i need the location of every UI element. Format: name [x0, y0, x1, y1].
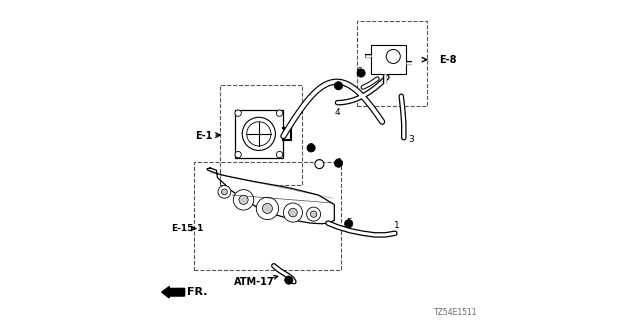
Circle shape	[276, 151, 283, 158]
Circle shape	[285, 276, 293, 284]
Bar	[371, 45, 406, 74]
Circle shape	[284, 203, 303, 222]
Text: E-15-1: E-15-1	[172, 224, 204, 233]
Bar	[194, 162, 340, 270]
Circle shape	[307, 144, 316, 152]
Text: FR.: FR.	[187, 287, 207, 297]
Text: E-1: E-1	[195, 131, 212, 141]
Text: 2: 2	[317, 159, 322, 168]
Circle shape	[344, 220, 353, 228]
Circle shape	[256, 197, 278, 220]
Text: 3: 3	[408, 135, 413, 144]
Circle shape	[262, 204, 273, 213]
Circle shape	[310, 211, 317, 217]
Circle shape	[334, 82, 342, 90]
Text: 1: 1	[394, 221, 399, 230]
Circle shape	[357, 69, 365, 77]
Bar	[235, 110, 283, 158]
Text: ATM-17: ATM-17	[234, 277, 275, 287]
Circle shape	[234, 190, 253, 210]
Text: 6: 6	[371, 60, 376, 69]
Circle shape	[307, 207, 321, 221]
Circle shape	[218, 186, 231, 198]
Text: 6: 6	[356, 67, 362, 76]
Text: 5: 5	[347, 218, 353, 227]
Circle shape	[235, 151, 241, 158]
Text: 6: 6	[335, 158, 341, 167]
Text: 6: 6	[332, 80, 338, 89]
Circle shape	[235, 110, 241, 116]
FancyArrow shape	[162, 286, 184, 298]
Circle shape	[276, 110, 283, 116]
Bar	[220, 85, 303, 186]
Text: 4: 4	[335, 108, 340, 117]
Circle shape	[289, 208, 297, 217]
Circle shape	[239, 195, 248, 204]
Bar	[356, 21, 427, 106]
Circle shape	[334, 159, 342, 167]
Polygon shape	[207, 168, 334, 224]
Circle shape	[221, 189, 227, 195]
Text: 5: 5	[287, 277, 292, 286]
Text: E-8: E-8	[440, 55, 457, 65]
Text: TZ54E1511: TZ54E1511	[434, 308, 477, 317]
Text: 6: 6	[307, 143, 313, 152]
Circle shape	[315, 160, 324, 169]
